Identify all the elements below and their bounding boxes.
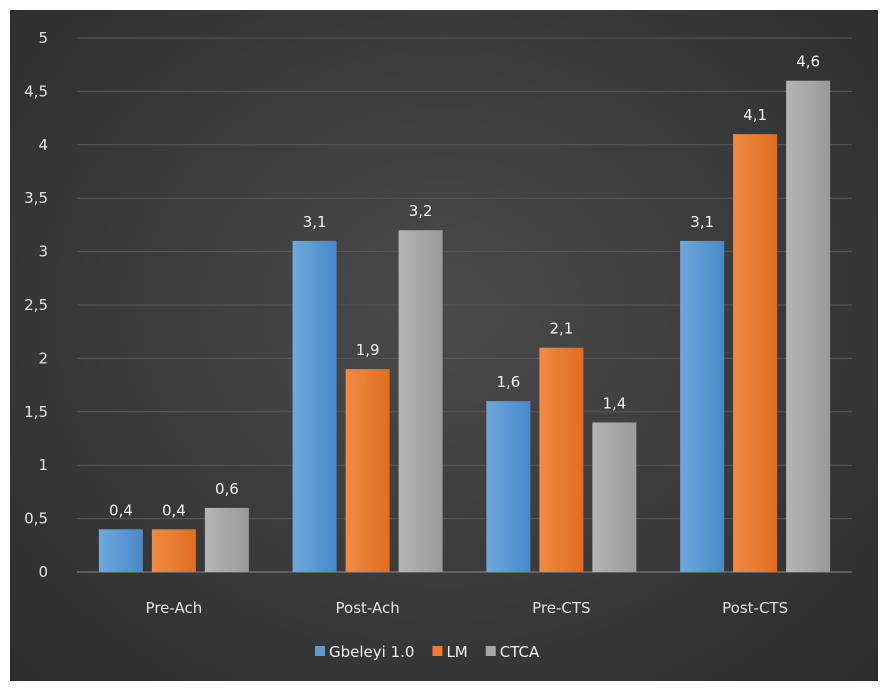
data-label: 3,2 (409, 202, 433, 220)
bar-lm-post-cts (733, 134, 778, 572)
y-tick-label: 0 (38, 563, 48, 581)
legend-swatch (315, 646, 325, 656)
y-tick-label: 3 (38, 243, 48, 261)
y-tick-label: 1 (38, 456, 48, 474)
y-tick-label: 4,5 (24, 82, 48, 100)
y-axis: 0 0,5 1 1,5 2 2,5 3 3,5 4 4,5 5 (24, 29, 48, 581)
bar-gbeleyi-1-0-post-cts (680, 240, 725, 573)
data-label: 1,9 (356, 341, 380, 359)
bar-gbeleyi-1-0-pre-ach (98, 529, 143, 572)
legend-label: LM (446, 643, 467, 661)
bar-lm-post-ach (345, 369, 390, 572)
data-label: 0,4 (109, 501, 133, 519)
chart-frame: 0 0,5 1 1,5 2 2,5 3 3,5 4 4,5 5 0,4 0,4 0,6 3,1 1,9 3,2… (10, 10, 878, 681)
y-tick-label: 0,5 (24, 510, 48, 528)
data-label: 2,1 (549, 320, 573, 338)
bar-chart: 0 0,5 1 1,5 2 2,5 3 3,5 4 4,5 5 0,4 0,4 0,6 3,1 1,9 3,2… (24, 29, 852, 661)
bar-gbeleyi-1-0-pre-cts (486, 401, 531, 572)
data-label: 3,1 (303, 213, 327, 231)
y-tick-label: 5 (38, 29, 48, 47)
legend: Gbeleyi 1.0 LM CTCA (315, 643, 540, 661)
data-label: 0,4 (162, 501, 186, 519)
x-axis: Pre-Ach Post-Ach Pre-CTS Post-CTS (146, 599, 789, 617)
x-tick-label: Pre-CTS (532, 599, 590, 617)
y-tick-label: 4 (38, 136, 48, 154)
bar-ctca-post-ach (398, 230, 443, 573)
y-tick-label: 2 (38, 349, 48, 367)
data-label: 4,1 (743, 106, 767, 124)
data-labels: 0,4 0,4 0,6 3,1 1,9 3,2 1,6 2,1 1,4 3,1 4,1 4,6 (109, 53, 820, 520)
data-label: 0,6 (215, 480, 239, 498)
bar-lm-pre-cts (539, 347, 584, 572)
y-tick-label: 2,5 (24, 296, 48, 314)
bar-ctca-pre-ach (204, 507, 249, 572)
bar-ctca-pre-cts (592, 422, 637, 572)
data-label: 4,6 (796, 53, 820, 71)
bars (98, 80, 831, 573)
y-tick-label: 1,5 (24, 403, 48, 421)
x-tick-label: Pre-Ach (146, 599, 203, 617)
data-label: 1,6 (496, 373, 520, 391)
bar-gbeleyi-1-0-post-ach (292, 240, 337, 573)
x-tick-label: Post-Ach (336, 599, 400, 617)
bar-lm-pre-ach (151, 529, 196, 572)
legend-swatch (432, 646, 443, 656)
legend-label: CTCA (500, 643, 540, 661)
legend-swatch (485, 646, 496, 656)
data-label: 1,4 (602, 394, 626, 412)
y-tick-label: 3,5 (24, 189, 48, 207)
bar-ctca-post-cts (786, 80, 831, 572)
data-label: 3,1 (690, 213, 714, 231)
legend-label: Gbeleyi 1.0 (329, 643, 414, 661)
x-tick-label: Post-CTS (722, 599, 788, 617)
